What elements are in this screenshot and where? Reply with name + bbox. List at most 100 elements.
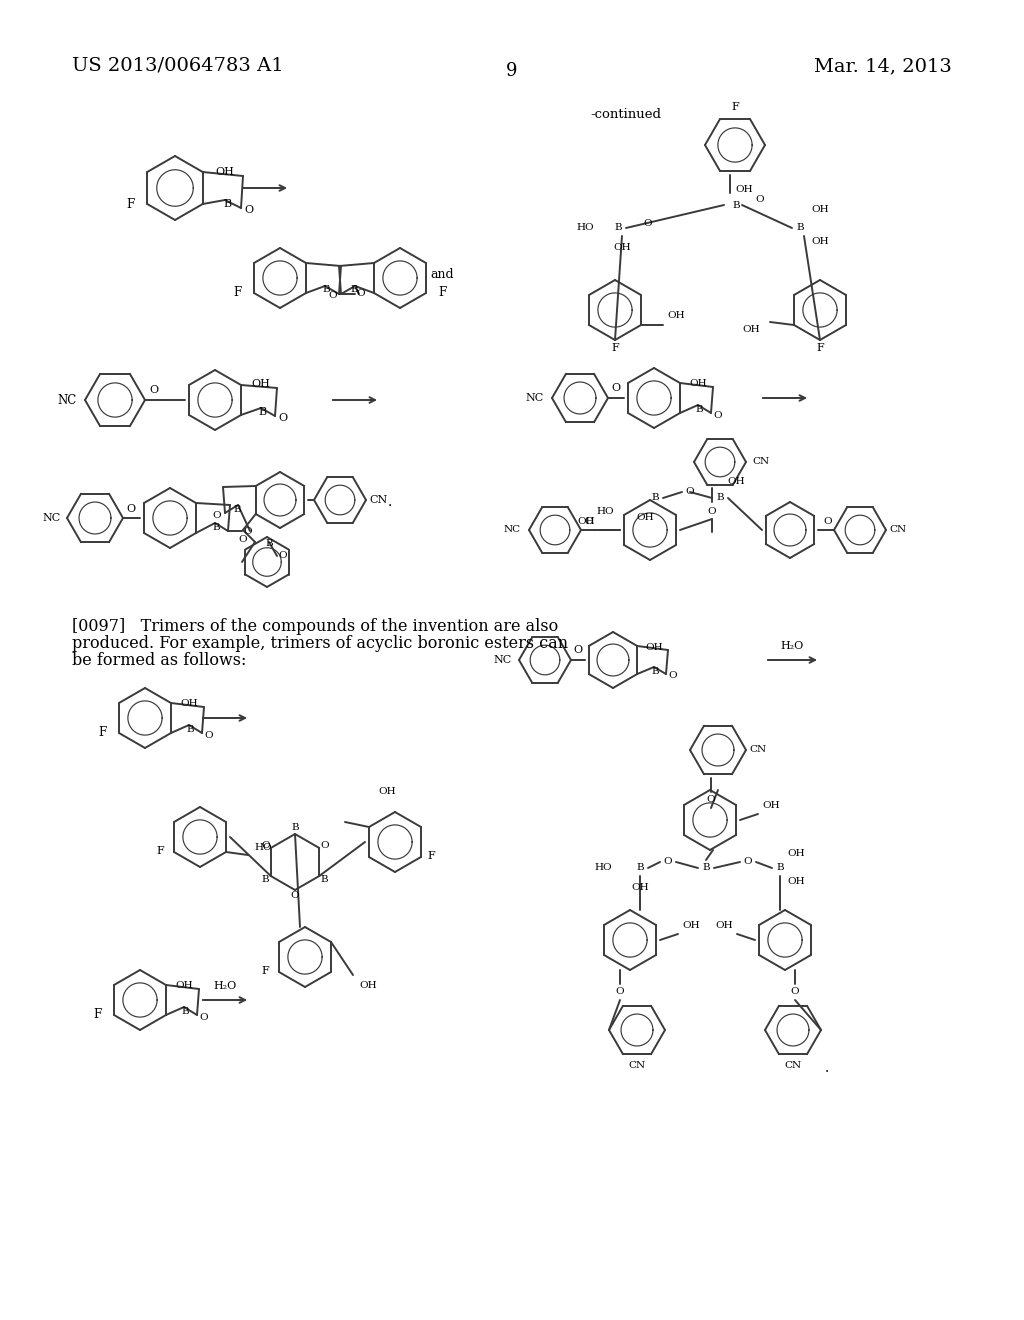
Text: B: B bbox=[212, 523, 220, 532]
Text: O: O bbox=[756, 195, 764, 205]
Text: OH: OH bbox=[682, 921, 699, 931]
Text: B: B bbox=[181, 1006, 188, 1015]
Text: B: B bbox=[651, 494, 658, 503]
Text: HO: HO bbox=[596, 507, 614, 516]
Text: O: O bbox=[205, 730, 213, 739]
Text: US 2013/0064783 A1: US 2013/0064783 A1 bbox=[72, 57, 284, 75]
Text: O: O bbox=[200, 1012, 208, 1022]
Text: OH: OH bbox=[180, 700, 198, 709]
Text: O: O bbox=[261, 841, 270, 850]
Text: CN: CN bbox=[369, 495, 387, 506]
Text: CN: CN bbox=[749, 746, 766, 755]
Text: NC: NC bbox=[504, 525, 521, 535]
Text: OH: OH bbox=[762, 801, 779, 810]
Text: O: O bbox=[708, 507, 717, 516]
Text: O: O bbox=[239, 536, 248, 544]
Text: OH: OH bbox=[811, 238, 828, 247]
Text: B: B bbox=[732, 201, 739, 210]
Text: .: . bbox=[825, 1061, 829, 1074]
Text: O: O bbox=[150, 385, 159, 395]
Text: O: O bbox=[291, 891, 299, 900]
Text: F: F bbox=[816, 343, 824, 352]
Text: O: O bbox=[321, 841, 329, 850]
Text: F: F bbox=[438, 285, 446, 298]
Text: OH: OH bbox=[716, 921, 733, 931]
Text: B: B bbox=[258, 407, 266, 417]
Text: O: O bbox=[644, 219, 652, 227]
Text: OH: OH bbox=[689, 380, 707, 388]
Text: F: F bbox=[233, 285, 242, 298]
Text: OH: OH bbox=[735, 185, 753, 194]
Text: O: O bbox=[714, 411, 722, 420]
Text: B: B bbox=[321, 874, 329, 883]
Text: B: B bbox=[186, 725, 194, 734]
Text: O: O bbox=[707, 796, 716, 804]
Text: B: B bbox=[702, 863, 710, 873]
Text: O: O bbox=[791, 987, 800, 997]
Text: be formed as follows:: be formed as follows: bbox=[72, 652, 247, 669]
Text: B: B bbox=[776, 863, 783, 873]
Text: O: O bbox=[743, 858, 753, 866]
Text: O: O bbox=[213, 511, 221, 520]
Text: B: B bbox=[716, 494, 724, 503]
Text: O: O bbox=[126, 504, 135, 513]
Text: O: O bbox=[329, 292, 337, 301]
Text: B: B bbox=[262, 874, 269, 883]
Text: H₂O: H₂O bbox=[213, 981, 237, 991]
Text: NC: NC bbox=[57, 393, 77, 407]
Text: HO: HO bbox=[577, 223, 594, 232]
Text: O: O bbox=[585, 516, 593, 525]
Text: HO: HO bbox=[594, 863, 612, 873]
Text: O: O bbox=[669, 672, 677, 681]
Text: F: F bbox=[261, 966, 269, 975]
Text: OH: OH bbox=[636, 513, 653, 523]
Text: NC: NC bbox=[43, 513, 61, 523]
Text: NC: NC bbox=[525, 393, 544, 403]
Text: F: F bbox=[731, 102, 739, 112]
Text: B: B bbox=[651, 667, 658, 676]
Text: O: O bbox=[573, 645, 583, 655]
Text: O: O bbox=[664, 858, 673, 866]
Text: Mar. 14, 2013: Mar. 14, 2013 bbox=[814, 57, 952, 75]
Text: CN: CN bbox=[629, 1061, 645, 1071]
Text: H₂O: H₂O bbox=[780, 642, 804, 651]
Text: 9: 9 bbox=[506, 62, 518, 81]
Text: O: O bbox=[686, 487, 694, 496]
Text: B: B bbox=[223, 199, 231, 209]
Text: [0097]   Trimers of the compounds of the invention are also: [0097] Trimers of the compounds of the i… bbox=[72, 618, 558, 635]
Text: OH: OH bbox=[667, 312, 685, 321]
Text: OH: OH bbox=[631, 883, 649, 892]
Text: O: O bbox=[611, 383, 621, 393]
Text: OH: OH bbox=[175, 982, 193, 990]
Text: OH: OH bbox=[645, 643, 663, 652]
Text: O: O bbox=[245, 205, 254, 215]
Text: OH: OH bbox=[359, 981, 377, 990]
Text: B: B bbox=[797, 223, 804, 232]
Text: F: F bbox=[98, 726, 106, 738]
Text: O: O bbox=[356, 289, 366, 298]
Text: O: O bbox=[615, 987, 625, 997]
Text: F: F bbox=[94, 1007, 102, 1020]
Text: B: B bbox=[233, 504, 241, 513]
Text: OH: OH bbox=[787, 878, 805, 887]
Text: OH: OH bbox=[742, 326, 760, 334]
Text: F: F bbox=[157, 846, 164, 855]
Text: F: F bbox=[427, 851, 435, 861]
Text: OH: OH bbox=[811, 206, 828, 214]
Text: O: O bbox=[279, 413, 288, 422]
Text: O: O bbox=[823, 516, 833, 525]
Text: OH: OH bbox=[252, 379, 270, 389]
Text: O: O bbox=[244, 527, 252, 536]
Text: B: B bbox=[636, 863, 644, 873]
Text: OH: OH bbox=[378, 788, 396, 796]
Text: NC: NC bbox=[494, 655, 512, 665]
Text: OH: OH bbox=[216, 168, 234, 177]
Text: O: O bbox=[279, 552, 288, 561]
Text: B: B bbox=[265, 540, 272, 549]
Text: and: and bbox=[430, 268, 454, 281]
Text: B: B bbox=[695, 404, 702, 413]
Text: CN: CN bbox=[889, 525, 906, 535]
Text: B: B bbox=[614, 223, 622, 232]
Text: HO: HO bbox=[254, 842, 271, 851]
Text: produced. For example, trimers of acyclic boronic esters can: produced. For example, trimers of acycli… bbox=[72, 635, 568, 652]
